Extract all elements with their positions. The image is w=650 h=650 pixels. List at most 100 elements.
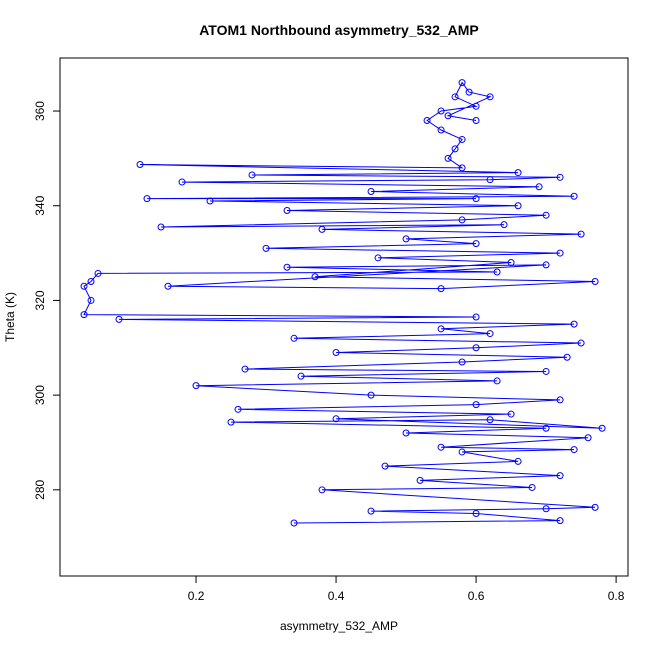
y-tick-label: 360 <box>33 101 47 121</box>
data-point <box>283 263 291 271</box>
data-point <box>535 183 543 191</box>
y-tick-label: 280 <box>33 479 47 499</box>
data-point <box>297 372 305 380</box>
data-point <box>381 462 389 470</box>
data-point <box>556 249 564 257</box>
data-point <box>472 195 480 203</box>
y-axis-label: Theta (K) <box>3 292 17 342</box>
data-point <box>598 424 606 432</box>
y-tick-label: 340 <box>33 195 47 215</box>
data-point <box>241 365 249 373</box>
data-point <box>472 240 480 248</box>
data-point <box>367 391 375 399</box>
data-point <box>542 505 550 513</box>
y-tick-label: 320 <box>33 290 47 310</box>
data-point <box>157 223 165 231</box>
data-point <box>563 353 571 361</box>
data-point <box>318 225 326 233</box>
data-point <box>192 382 200 390</box>
data-point <box>290 519 298 527</box>
data-point <box>437 126 445 134</box>
x-tick-label: 0.8 <box>608 589 625 603</box>
data-point <box>472 401 480 409</box>
data-point <box>458 216 466 224</box>
data-point <box>374 254 382 262</box>
data-point <box>290 334 298 342</box>
data-point <box>577 230 585 238</box>
data-point <box>178 178 186 186</box>
data-point <box>570 446 578 454</box>
data-point <box>472 509 480 517</box>
data-point <box>437 107 445 115</box>
plot-frame <box>59 57 629 577</box>
chart-title: ATOM1 Northbound asymmetry_532_AMP <box>199 22 479 38</box>
data-point <box>507 410 515 418</box>
data-point <box>402 429 410 437</box>
data-point <box>458 135 466 143</box>
data-point <box>584 434 592 442</box>
data-point <box>542 367 550 375</box>
data-point <box>451 93 459 101</box>
data-point <box>451 145 459 153</box>
data-point <box>143 195 151 203</box>
data-point <box>444 154 452 162</box>
data-point <box>367 507 375 515</box>
data-point <box>416 476 424 484</box>
data-point <box>500 221 508 229</box>
data-point <box>311 273 319 281</box>
data-point <box>227 418 235 426</box>
data-point <box>248 171 256 179</box>
data-point <box>80 311 88 319</box>
data-point <box>486 93 494 101</box>
data-point <box>514 457 522 465</box>
data-point <box>87 277 95 285</box>
data-point <box>542 211 550 219</box>
y-tick-label: 300 <box>33 385 47 405</box>
data-point <box>136 161 144 169</box>
data-point <box>472 313 480 321</box>
data-point <box>542 424 550 432</box>
data-point <box>542 261 550 269</box>
data-point <box>556 517 564 525</box>
data-point <box>87 296 95 304</box>
data-point <box>514 169 522 177</box>
data-point <box>437 325 445 333</box>
data-point <box>507 259 515 267</box>
data-point <box>458 79 466 87</box>
data-point <box>570 192 578 200</box>
data-point <box>234 405 242 413</box>
data-point <box>458 164 466 172</box>
data-point <box>80 282 88 290</box>
data-point <box>262 244 270 252</box>
data-point <box>577 339 585 347</box>
data-point <box>472 344 480 352</box>
x-tick-label: 0.4 <box>328 589 345 603</box>
data-point <box>472 102 480 110</box>
data-point <box>556 396 564 404</box>
data-point <box>437 285 445 293</box>
data-point <box>493 268 501 276</box>
data-point <box>115 315 123 323</box>
data-point <box>206 197 214 205</box>
data-point <box>402 235 410 243</box>
data-point <box>591 503 599 511</box>
data-point <box>465 88 473 96</box>
data-point <box>367 188 375 196</box>
data-line <box>83 81 603 524</box>
data-point <box>493 377 501 385</box>
x-axis-label: asymmetry_532_AMP <box>280 619 398 633</box>
data-point <box>444 112 452 120</box>
data-point <box>94 269 102 277</box>
data-point <box>283 206 291 214</box>
data-point <box>556 472 564 480</box>
data-point <box>514 202 522 210</box>
data-point <box>486 330 494 338</box>
data-point <box>486 416 494 424</box>
data-point <box>423 117 431 125</box>
data-point <box>458 358 466 366</box>
data-point <box>318 486 326 494</box>
data-point <box>591 277 599 285</box>
x-tick-label: 0.6 <box>468 589 485 603</box>
